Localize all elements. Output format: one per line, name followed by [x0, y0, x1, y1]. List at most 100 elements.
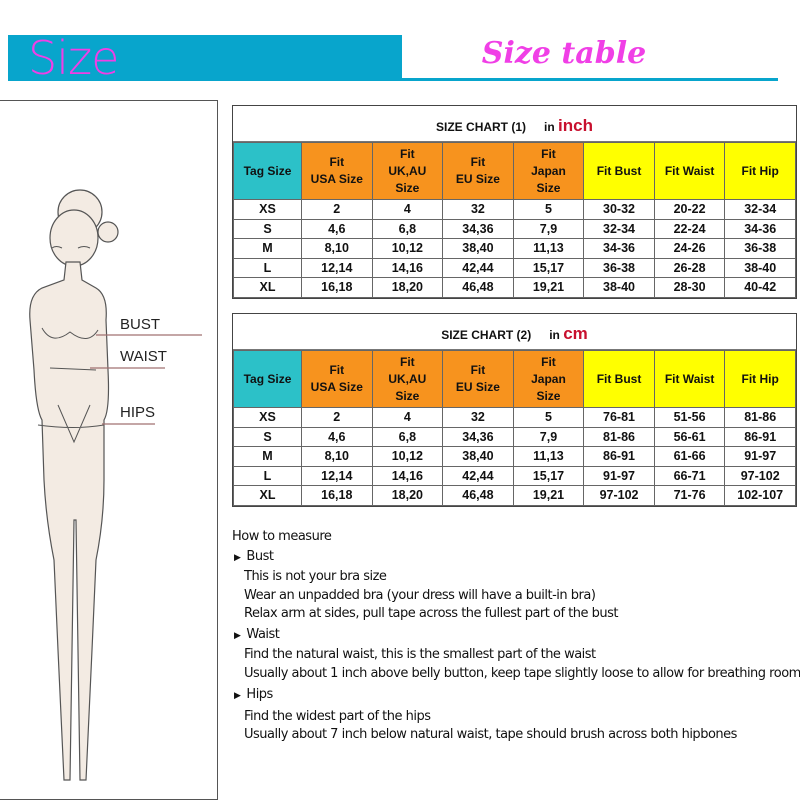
chart-unit-prefix: in	[544, 120, 555, 134]
column-header: Fit UK,AU Size	[371, 142, 444, 200]
header-row: Tag Size Fit USA Size Fit UK,AU Size Fit EU Siz…	[233, 350, 796, 408]
table-cell: 19,21	[512, 485, 585, 506]
table-cell: 10,12	[371, 238, 444, 259]
table-cell: XS	[233, 199, 302, 220]
instruction-line: This is not your bra size	[244, 569, 387, 584]
table-cell: 76-81	[583, 407, 655, 428]
table-cell: 15,17	[512, 465, 585, 486]
table-cell: 14,16	[371, 465, 444, 486]
instruction-line: Usually about 1 inch above belly button,…	[244, 666, 800, 681]
table-cell: 4	[371, 199, 444, 220]
table-cell: 24-26	[653, 238, 726, 259]
table-cell: 8,10	[301, 446, 373, 467]
table-cell: 11,13	[512, 238, 585, 259]
waist-label: WAIST	[120, 348, 167, 365]
size-table: Tag Size Fit USA Size Fit UK,AU Size Fit EU Siz…	[233, 142, 796, 298]
table-cell: 2	[301, 199, 373, 220]
column-header: Fit Hip	[724, 350, 796, 408]
table-cell: S	[233, 218, 302, 239]
chart-unit: cm	[563, 324, 588, 343]
table-cell: 18,20	[371, 277, 444, 298]
size-chart-cm: SIZE CHART (2) in cm Tag Size Fit USA Size Fi…	[232, 313, 797, 507]
size-chart-inch: SIZE CHART (1) in inch Tag Size Fit USA Size…	[232, 105, 797, 299]
section-name: Waist	[246, 627, 280, 642]
table-cell: 38-40	[583, 277, 655, 298]
table-cell: 19,21	[512, 277, 585, 298]
table-cell: 12,14	[301, 465, 373, 486]
table-row: XS 2 4 32 5 30-32 20-22 32-34	[233, 199, 796, 220]
table-cell: XL	[233, 277, 302, 298]
table-cell: 5	[512, 199, 585, 220]
table-row: M 8,10 10,12 38,40 11,13 34-36 24-26 36-38	[233, 238, 796, 259]
table-cell: 28-30	[653, 277, 726, 298]
table-cell: 30-32	[583, 199, 655, 220]
table-row: M 8,10 10,12 38,40 11,13 86-91 61-66 91-97	[233, 446, 796, 467]
table-cell: 102-107	[724, 485, 796, 506]
table-cell: 14,16	[371, 257, 444, 278]
table-cell: 81-86	[724, 407, 796, 428]
table-cell: 4,6	[301, 426, 373, 447]
table-cell: 15,17	[512, 257, 585, 278]
table-cell: M	[233, 446, 302, 467]
chart-unit-prefix: in	[549, 328, 560, 342]
section-heading: ▶ Waist	[234, 627, 280, 642]
table-cell: 86-91	[724, 426, 796, 447]
table-cell: 71-76	[653, 485, 726, 506]
table-cell: 7,9	[512, 426, 585, 447]
table-cell: 91-97	[724, 446, 796, 467]
size-banner: Size	[8, 31, 402, 85]
table-cell: 51-56	[653, 407, 726, 428]
table-cell: 6,8	[371, 426, 444, 447]
column-header: Fit UK,AU Size	[371, 350, 444, 408]
table-cell: 4,6	[301, 218, 373, 239]
table-cell: XS	[233, 407, 302, 428]
table-cell: 18,20	[371, 485, 444, 506]
how-title: How to measure	[232, 529, 332, 544]
column-header: Fit EU Size	[442, 142, 514, 200]
bullet-triangle-icon: ▶	[234, 691, 241, 701]
table-cell: 38,40	[442, 446, 514, 467]
table-row: XL 16,18 18,20 46,48 19,21 97-102 71-76 102-107	[233, 485, 796, 506]
table-cell: L	[233, 257, 302, 278]
table-cell: 32	[442, 407, 514, 428]
table-cell: 34,36	[442, 218, 514, 239]
table-cell: 7,9	[512, 218, 585, 239]
column-header: Tag Size	[233, 350, 302, 408]
table-cell: L	[233, 465, 302, 486]
instruction-line: Usually about 7 inch below natural waist…	[244, 727, 737, 742]
table-cell: 46,48	[442, 277, 514, 298]
chart-title-text: SIZE CHART (1)	[436, 120, 527, 134]
hips-label: HIPS	[120, 404, 156, 421]
table-cell: 34-36	[724, 218, 796, 239]
banner-title: Size	[28, 31, 119, 85]
table-cell: 11,13	[512, 446, 585, 467]
table-cell: 26-28	[653, 257, 726, 278]
column-header: Fit USA Size	[301, 350, 373, 408]
table-cell: 42,44	[442, 465, 514, 486]
table-row: XL 16,18 18,20 46,48 19,21 38-40 28-30 40-42	[233, 277, 796, 298]
table-row: S 4,6 6,8 34,36 7,9 32-34 22-24 34-36	[233, 218, 796, 239]
table-cell: 34-36	[583, 238, 655, 259]
column-header: Fit EU Size	[442, 350, 514, 408]
column-header: Fit USA Size	[301, 142, 373, 200]
table-cell: 66-71	[653, 465, 726, 486]
table-cell: 5	[512, 407, 585, 428]
chart-unit: inch	[558, 116, 593, 135]
table-cell: 97-102	[583, 485, 655, 506]
table-cell: 22-24	[653, 218, 726, 239]
table-row: S 4,6 6,8 34,36 7,9 81-86 56-61 86-91	[233, 426, 796, 447]
table-cell: 8,10	[301, 238, 373, 259]
table-cell: 42,44	[442, 257, 514, 278]
chart-title: SIZE CHART (2) in cm	[233, 314, 796, 350]
table-row: L 12,14 14,16 42,44 15,17 91-97 66-71 97-102	[233, 465, 796, 486]
table-cell: 32-34	[583, 218, 655, 239]
size-table-title: Size table	[481, 36, 647, 71]
bullet-triangle-icon: ▶	[234, 553, 241, 563]
instruction-line: Find the widest part of the hips	[244, 709, 431, 724]
table-cell: 36-38	[724, 238, 796, 259]
table-cell: 16,18	[301, 277, 373, 298]
table-cell: 46,48	[442, 485, 514, 506]
table-row: L 12,14 14,16 42,44 15,17 36-38 26-28 38-40	[233, 257, 796, 278]
header-row: Tag Size Fit USA Size Fit UK,AU Size Fit EU Siz…	[233, 142, 796, 200]
section-name: Hips	[246, 687, 273, 702]
